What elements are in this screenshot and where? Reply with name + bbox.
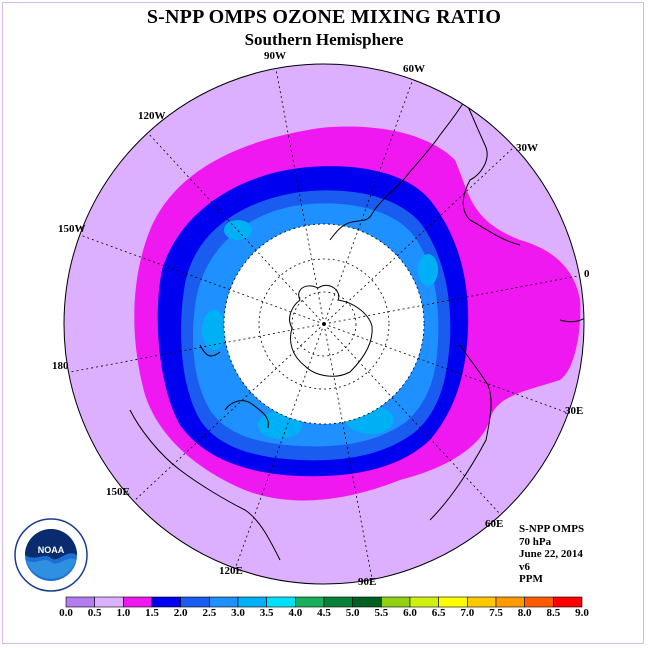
colorbar-tick-label: 3.0 xyxy=(231,607,245,619)
colorbar-swatch xyxy=(381,596,411,608)
noaa-logo-text: NOAA xyxy=(38,545,65,555)
colorbar-tick-label: 1.0 xyxy=(116,607,131,619)
lon-label-30e: 30E xyxy=(565,405,584,417)
map-subtitle: Southern Hemisphere xyxy=(244,30,404,49)
lon-label-150e: 150E xyxy=(106,486,130,498)
lon-label-120w: 120W xyxy=(138,110,166,122)
info-block: S-NPP OMPS 70 hPa June 22, 2014 v6 PPM xyxy=(519,523,584,586)
colorbar-tick-label: 4.5 xyxy=(317,607,331,619)
colorbar-tick-label: 7.5 xyxy=(489,607,503,619)
colorbar-swatch xyxy=(553,596,583,608)
colorbar-swatch xyxy=(237,596,267,608)
lon-label-0: 0 xyxy=(584,268,590,280)
colorbar-tick-label: 6.5 xyxy=(431,607,446,619)
colorbar-swatch xyxy=(180,596,210,608)
colorbar-tick-label: 0.0 xyxy=(59,607,73,619)
lon-label-60w: 60W xyxy=(403,63,425,75)
colorbar-tick-label: 7.0 xyxy=(460,607,475,619)
colorbar-swatch xyxy=(438,596,468,608)
band-3.0-3.5-patch xyxy=(202,310,226,350)
meridians xyxy=(64,64,584,584)
colorbar-tick-label: 3.5 xyxy=(259,607,274,619)
colorbar-swatch xyxy=(209,596,239,608)
map-border xyxy=(63,63,585,585)
colorbar-swatch xyxy=(94,596,124,608)
colorbar-tick-label: 8.0 xyxy=(517,607,532,619)
colorbar-tick-label: 2.0 xyxy=(173,607,188,619)
colorbar-swatch xyxy=(123,596,153,608)
coastlines xyxy=(129,98,584,561)
colorbar-swatch xyxy=(352,596,382,608)
info-units: PPM xyxy=(519,573,543,585)
map-title: S-NPP OMPS OZONE MIXING RATIO xyxy=(146,6,502,28)
colorbar-tick-label: 9.0 xyxy=(575,607,589,619)
info-date: June 22, 2014 xyxy=(519,548,583,560)
colorbar-swatch xyxy=(266,596,296,608)
colorbar-swatch xyxy=(524,596,554,608)
colorbar-tick-labels: 0.0 0.5 1.0 1.5 2.0 2.5 3.0 3.5 4.0 4.5 5.0 5.5 6.0 6… xyxy=(0,607,648,621)
lon-label-180: 180 xyxy=(52,360,69,372)
lon-label-90e: 90E xyxy=(358,576,377,588)
colorbar-tick-label: 1.5 xyxy=(145,607,159,619)
lon-label-30w: 30W xyxy=(516,142,538,154)
colorbar-tick-label: 5.0 xyxy=(345,607,360,619)
south-pole-marker xyxy=(322,322,326,326)
lon-label-90w: 90W xyxy=(264,50,286,62)
colorbar-tick-label: 8.5 xyxy=(546,607,561,619)
info-instrument: S-NPP OMPS xyxy=(519,523,585,535)
colorbar-swatch xyxy=(295,596,325,608)
colorbar-swatch xyxy=(151,596,181,608)
band-3.0-3.5-patch xyxy=(418,254,438,286)
colorbar-tick-label: 4.0 xyxy=(288,607,303,619)
colorbar-swatch xyxy=(467,596,497,608)
noaa-logo: NOAA xyxy=(14,518,88,592)
lon-label-120e: 120E xyxy=(219,565,243,577)
info-version: v6 xyxy=(519,560,530,573)
colorbar-swatch xyxy=(65,596,95,608)
info-level: 70 hPa xyxy=(519,535,552,548)
colorbar-swatch xyxy=(409,596,439,608)
colorbar-tick-label: 6.0 xyxy=(403,607,417,619)
colorbar-tick-label: 0.5 xyxy=(87,607,102,619)
colorbar xyxy=(65,596,583,608)
colorbar-tick-label: 2.5 xyxy=(202,607,217,619)
lon-label-60e: 60E xyxy=(485,518,504,530)
band-3.0-3.5-patch xyxy=(224,220,252,240)
colorbar-swatch xyxy=(495,596,525,608)
colorbar-swatch xyxy=(323,596,353,608)
lon-label-150w: 150W xyxy=(58,223,86,235)
colorbar-tick-label: 5.5 xyxy=(374,607,389,619)
parallels xyxy=(223,223,425,425)
